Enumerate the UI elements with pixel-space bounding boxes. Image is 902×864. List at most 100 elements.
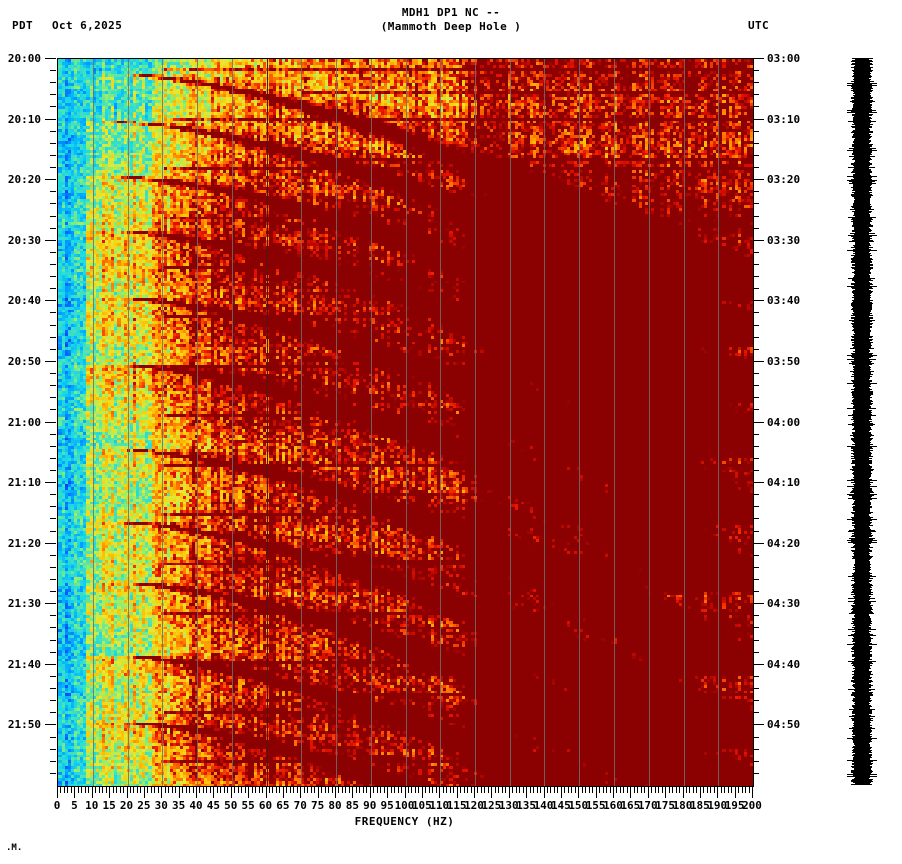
axis-tick-minor — [50, 554, 56, 556]
axis-frequency-label: 40 — [189, 799, 203, 812]
axis-tick-minor — [516, 787, 517, 793]
axis-tick-minor — [707, 787, 708, 793]
axis-tick-major — [753, 118, 764, 120]
axis-tick-minor — [540, 787, 541, 793]
spectrogram-image — [58, 59, 753, 786]
axis-tick-major — [45, 421, 56, 423]
station-title: MDH1 DP1 NC -- — [401, 6, 501, 19]
axis-tick-minor — [50, 276, 56, 278]
axis-tick-minor — [338, 787, 339, 793]
axis-tick-minor — [349, 787, 350, 793]
axis-tick-minor — [269, 787, 270, 793]
axis-tick-major — [630, 787, 631, 798]
axis-frequency-label: 70 — [293, 799, 307, 812]
axis-tick-minor — [206, 787, 207, 793]
axis-tick-minor — [366, 787, 367, 793]
axis-tick-minor — [460, 787, 461, 793]
axis-tick-minor — [290, 787, 291, 793]
axis-tick-minor — [50, 566, 56, 568]
axis-frequency-label: 30 — [154, 799, 168, 812]
axis-frequency-label: 145 — [550, 799, 571, 812]
axis-tick-minor — [130, 787, 131, 793]
axis-tick-minor — [50, 348, 56, 350]
axis-tick-minor — [753, 615, 759, 617]
axis-tick-minor — [745, 787, 746, 793]
axis-tick-minor — [429, 787, 430, 793]
axis-tick-minor — [50, 615, 56, 617]
axis-tick-major — [509, 787, 510, 798]
axis-tick-major — [753, 360, 764, 362]
axis-tick-minor — [753, 566, 759, 568]
axis-tick-minor — [753, 639, 759, 641]
axis-frequency-label: 10 — [85, 799, 99, 812]
axis-tick-minor — [345, 787, 346, 793]
amplitude-trace-strip — [845, 58, 879, 785]
axis-time-label: 21:20 — [7, 536, 41, 550]
axis-time-label: 20:40 — [7, 294, 41, 308]
axis-tick-major — [266, 787, 267, 798]
axis-tick-minor — [550, 787, 551, 793]
axis-frequency-label: 80 — [328, 799, 342, 812]
station-subtitle: (Mammoth Deep Hole ) — [380, 20, 522, 33]
axis-tick-minor — [753, 554, 759, 556]
axis-frequency-label: 90 — [363, 799, 377, 812]
axis-tick-major — [45, 482, 56, 484]
axis-tick-minor — [502, 787, 503, 793]
axis-frequency-label: 5 — [71, 799, 78, 812]
axis-tick-minor — [753, 518, 759, 520]
axis-tick-minor — [753, 167, 759, 169]
spectrogram-plot[interactable] — [57, 58, 754, 787]
axis-tick-minor — [50, 712, 56, 714]
axis-tick-minor — [679, 787, 680, 793]
axis-tick-minor — [220, 787, 221, 793]
axis-tick-minor — [411, 787, 412, 793]
axis-tick-minor — [224, 787, 225, 793]
axis-tick-major — [752, 787, 753, 798]
axis-tick-minor — [519, 787, 520, 793]
axis-tick-minor — [50, 70, 56, 72]
axis-tick-minor — [610, 787, 611, 793]
axis-tick-minor — [753, 433, 759, 435]
axis-tick-minor — [85, 787, 86, 793]
axis-time-label: 03:00 — [767, 52, 801, 65]
axis-tick-minor — [279, 787, 280, 793]
axis-tick-major — [127, 787, 128, 798]
axis-tick-minor — [50, 227, 56, 229]
axis-tick-minor — [753, 651, 759, 653]
axis-tick-major — [92, 787, 93, 798]
axis-time-label: 04:40 — [767, 657, 801, 671]
axis-tick-minor — [50, 651, 56, 653]
axis-tick-major — [474, 787, 475, 798]
axis-frequency-label: 115 — [446, 799, 467, 812]
axis-tick-major — [318, 787, 319, 798]
axis-tick-major — [753, 542, 764, 544]
axis-tick-minor — [481, 787, 482, 793]
axis-tick-minor — [644, 787, 645, 793]
axis-tick-minor — [95, 787, 96, 793]
axis-tick-minor — [641, 787, 642, 793]
axis-tick-minor — [50, 203, 56, 205]
axis-tick-major — [561, 787, 562, 798]
axis-tick-minor — [154, 787, 155, 793]
axis-tick-minor — [753, 154, 759, 156]
axis-tick-minor — [182, 787, 183, 793]
amplitude-trace-image — [845, 58, 879, 785]
axis-frequency-label: 25 — [137, 799, 151, 812]
axis-tick-minor — [50, 82, 56, 84]
axis-time-label: 21:40 — [7, 657, 41, 671]
axis-tick-major — [753, 179, 764, 181]
axis-tick-minor — [696, 787, 697, 793]
axis-tick-minor — [753, 312, 759, 314]
axis-tick-minor — [753, 736, 759, 738]
axis-tick-minor — [50, 530, 56, 532]
axis-tick-minor — [50, 154, 56, 156]
axis-frequency-label: 150 — [568, 799, 589, 812]
axis-tick-minor — [753, 142, 759, 144]
axis-time-label: 03:50 — [767, 354, 801, 368]
axis-tick-minor — [432, 787, 433, 793]
axis-tick-minor — [753, 82, 759, 84]
axis-tick-major — [144, 787, 145, 798]
axis-tick-minor — [753, 191, 759, 193]
axis-frequency-label: 65 — [276, 799, 290, 812]
axis-frequency-label: 130 — [498, 799, 519, 812]
